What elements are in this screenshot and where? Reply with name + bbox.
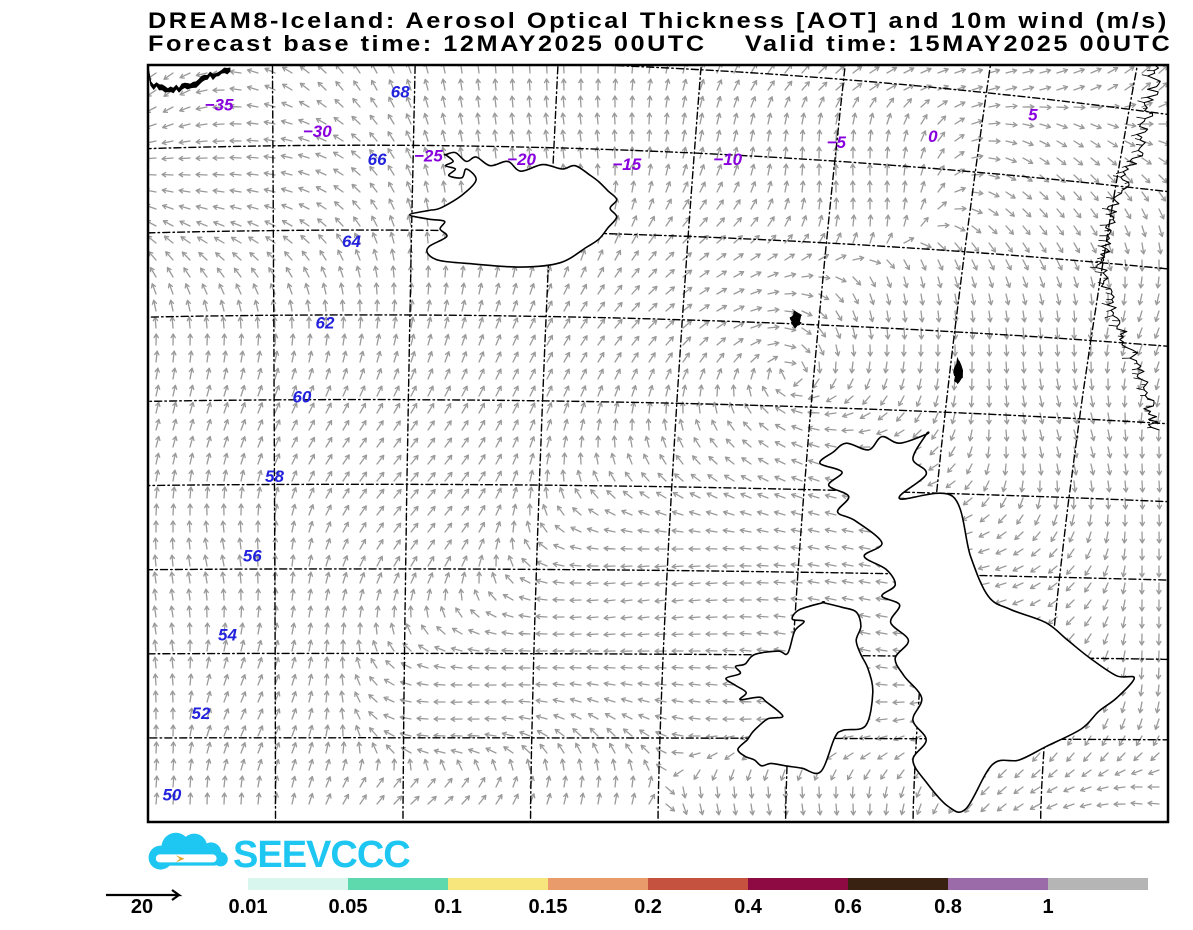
svg-text:0.15: 0.15 [529, 896, 568, 918]
svg-text:−25: −25 [414, 147, 443, 166]
svg-text:54: 54 [218, 625, 237, 644]
svg-text:−35: −35 [205, 95, 234, 114]
svg-text:SEEVCCC: SEEVCCC [233, 834, 410, 876]
svg-text:50: 50 [162, 785, 181, 804]
svg-text:−30: −30 [303, 122, 332, 141]
svg-text:58: 58 [265, 467, 284, 486]
svg-text:62: 62 [316, 313, 335, 332]
svg-text:0.6: 0.6 [834, 896, 862, 918]
svg-text:60: 60 [292, 388, 311, 407]
svg-text:0.2: 0.2 [634, 896, 662, 918]
svg-text:−5: −5 [827, 133, 847, 152]
svg-text:−15: −15 [612, 155, 641, 174]
svg-text:52: 52 [192, 704, 211, 723]
svg-text:0.05: 0.05 [329, 896, 368, 918]
svg-text:56: 56 [243, 547, 262, 566]
svg-text:20: 20 [131, 896, 153, 918]
svg-text:0: 0 [928, 127, 938, 146]
svg-text:1: 1 [1042, 896, 1053, 918]
svg-text:0.1: 0.1 [434, 896, 462, 918]
svg-text:0.8: 0.8 [934, 896, 962, 918]
svg-text:0.01: 0.01 [229, 896, 268, 918]
svg-text:−20: −20 [507, 150, 536, 169]
svg-text:68: 68 [391, 83, 410, 102]
svg-text:66: 66 [368, 150, 387, 169]
svg-text:5: 5 [1028, 106, 1038, 125]
svg-text:0.4: 0.4 [734, 896, 763, 918]
svg-text:−10: −10 [713, 150, 742, 169]
svg-text:64: 64 [342, 232, 361, 251]
